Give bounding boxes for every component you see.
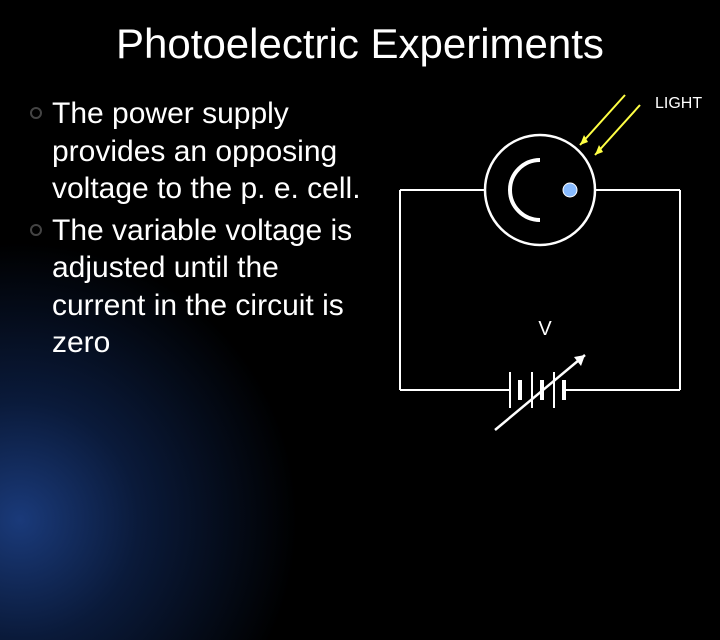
list-item: The variable voltage is adjusted until t… <box>30 212 370 362</box>
pe-cell-outer <box>485 135 595 245</box>
bullet-icon <box>30 224 42 236</box>
slide-title: Photoelectric Experiments <box>0 20 720 68</box>
circuit-svg: V <box>370 90 710 510</box>
battery <box>505 372 585 408</box>
light-label: LIGHT <box>655 95 702 113</box>
pe-cell-cathode <box>510 160 540 220</box>
voltmeter-label: V <box>538 318 552 340</box>
bullet-text: The variable voltage is adjusted until t… <box>52 212 370 362</box>
bullet-text: The power supply provides an opposing vo… <box>52 95 370 208</box>
light-arrows <box>580 95 640 155</box>
list-item: The power supply provides an opposing vo… <box>30 95 370 208</box>
variable-arrow-icon <box>495 355 585 430</box>
pe-cell-anode <box>563 183 577 197</box>
bullet-icon <box>30 107 42 119</box>
circuit-diagram: V LIGHT <box>370 90 710 510</box>
bullet-list: The power supply provides an opposing vo… <box>30 95 370 366</box>
